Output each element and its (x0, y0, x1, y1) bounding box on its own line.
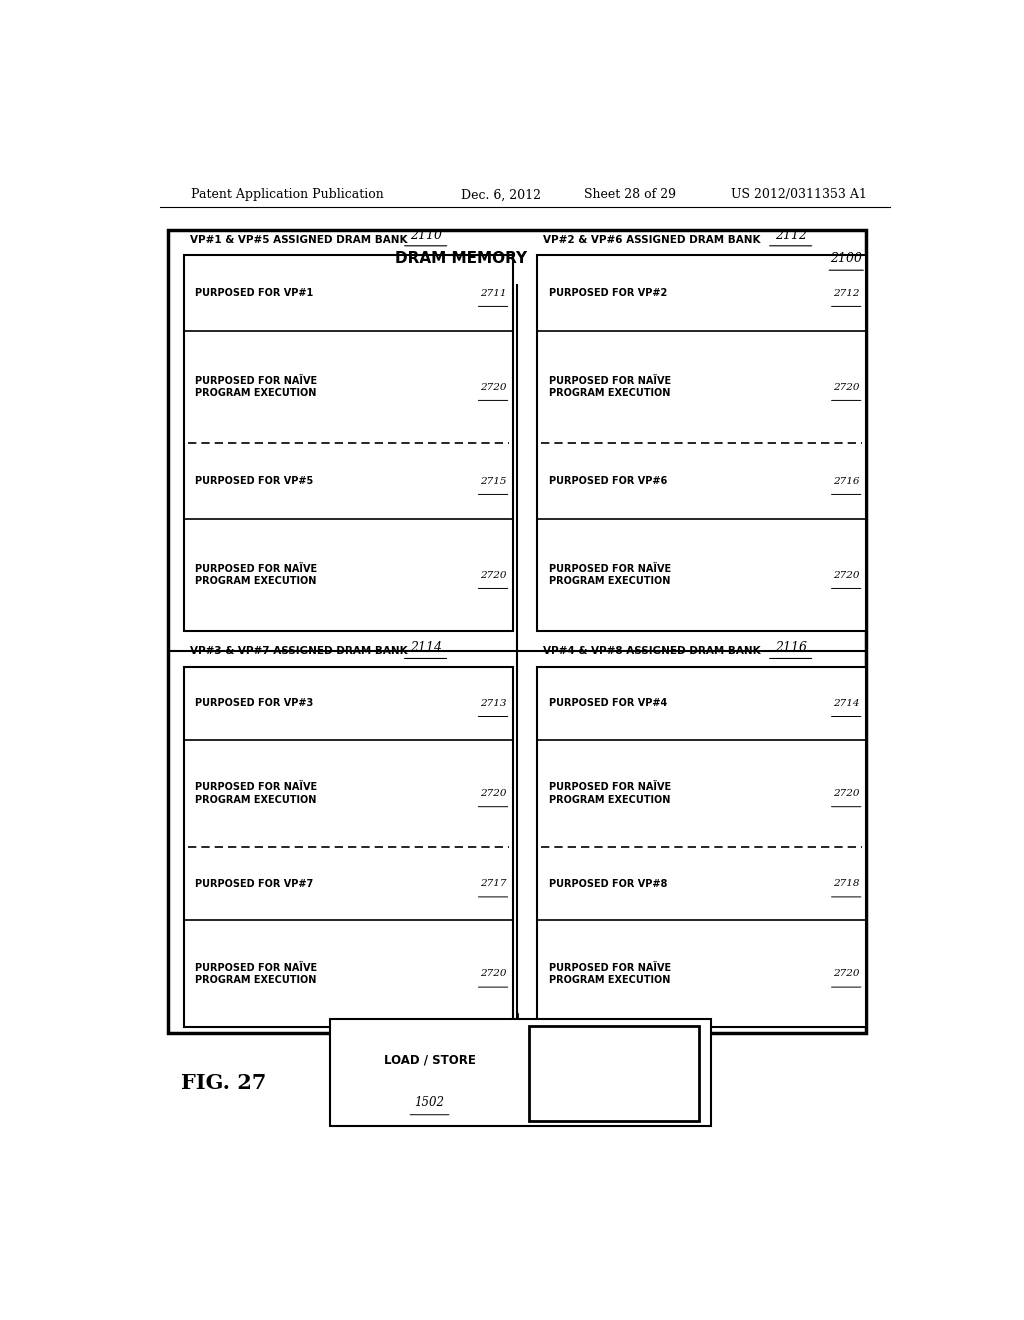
Text: NAÏVE PROGRAM
ADDRESS
TRANSLATOR: NAÏVE PROGRAM ADDRESS TRANSLATOR (564, 1041, 664, 1077)
Text: 2711: 2711 (480, 289, 506, 298)
Text: PURPOSED FOR NAÏVE
PROGRAM EXECUTION: PURPOSED FOR NAÏVE PROGRAM EXECUTION (549, 783, 671, 805)
FancyBboxPatch shape (537, 667, 866, 1027)
FancyBboxPatch shape (537, 255, 866, 631)
Text: PURPOSED FOR VP#8: PURPOSED FOR VP#8 (549, 879, 667, 888)
FancyBboxPatch shape (183, 667, 513, 1027)
Text: FIG. 27: FIG. 27 (180, 1073, 266, 1093)
Text: 2100: 2100 (830, 252, 862, 264)
Text: PURPOSED FOR VP#3: PURPOSED FOR VP#3 (196, 698, 313, 709)
Text: 2116: 2116 (774, 642, 807, 655)
Text: 2720: 2720 (833, 969, 859, 978)
Text: US 2012/0311353 A1: US 2012/0311353 A1 (731, 189, 867, 202)
Text: 2730: 2730 (600, 1100, 629, 1109)
Text: PURPOSED FOR VP#4: PURPOSED FOR VP#4 (549, 698, 667, 709)
Text: 2714: 2714 (833, 698, 859, 708)
FancyBboxPatch shape (528, 1027, 699, 1121)
Text: 2114: 2114 (410, 642, 441, 655)
Text: 2720: 2720 (833, 789, 859, 799)
Text: VP#4 & VP#8 ASSIGNED DRAM BANK: VP#4 & VP#8 ASSIGNED DRAM BANK (543, 647, 761, 656)
Text: PURPOSED FOR VP#1: PURPOSED FOR VP#1 (196, 288, 313, 298)
Text: 2713: 2713 (480, 698, 506, 708)
Text: PURPOSED FOR NAÏVE
PROGRAM EXECUTION: PURPOSED FOR NAÏVE PROGRAM EXECUTION (549, 376, 671, 399)
Text: 2720: 2720 (480, 969, 506, 978)
Text: 2716: 2716 (833, 477, 859, 486)
Text: Patent Application Publication: Patent Application Publication (191, 189, 384, 202)
Text: VP#1 & VP#5 ASSIGNED DRAM BANK: VP#1 & VP#5 ASSIGNED DRAM BANK (189, 235, 408, 244)
Text: VP#2 & VP#6 ASSIGNED DRAM BANK: VP#2 & VP#6 ASSIGNED DRAM BANK (543, 235, 761, 244)
FancyBboxPatch shape (331, 1019, 712, 1126)
Text: Sheet 28 of 29: Sheet 28 of 29 (585, 189, 676, 202)
Text: VP#3 & VP#7 ASSIGNED DRAM BANK: VP#3 & VP#7 ASSIGNED DRAM BANK (189, 647, 408, 656)
Text: 2720: 2720 (833, 570, 859, 579)
Text: 1502: 1502 (415, 1096, 444, 1109)
Text: 2110: 2110 (410, 228, 441, 242)
Text: DRAM MEMORY: DRAM MEMORY (395, 251, 527, 265)
Text: 2718: 2718 (833, 879, 859, 888)
Text: PURPOSED FOR NAÏVE
PROGRAM EXECUTION: PURPOSED FOR NAÏVE PROGRAM EXECUTION (196, 564, 317, 586)
Text: PURPOSED FOR VP#7: PURPOSED FOR VP#7 (196, 879, 313, 888)
FancyBboxPatch shape (183, 255, 513, 631)
Text: 2717: 2717 (480, 879, 506, 888)
Text: 2712: 2712 (833, 289, 859, 298)
Text: 2112: 2112 (774, 228, 807, 242)
Text: LOAD / STORE: LOAD / STORE (384, 1053, 475, 1067)
Text: PURPOSED FOR VP#5: PURPOSED FOR VP#5 (196, 477, 313, 486)
FancyBboxPatch shape (168, 230, 866, 1032)
Text: PURPOSED FOR VP#6: PURPOSED FOR VP#6 (549, 477, 667, 486)
Text: 2720: 2720 (480, 789, 506, 799)
Text: 2715: 2715 (480, 477, 506, 486)
Text: 2720: 2720 (480, 383, 506, 392)
Text: PURPOSED FOR NAÏVE
PROGRAM EXECUTION: PURPOSED FOR NAÏVE PROGRAM EXECUTION (549, 962, 671, 985)
Text: PURPOSED FOR NAÏVE
PROGRAM EXECUTION: PURPOSED FOR NAÏVE PROGRAM EXECUTION (196, 376, 317, 399)
Text: PURPOSED FOR NAÏVE
PROGRAM EXECUTION: PURPOSED FOR NAÏVE PROGRAM EXECUTION (196, 783, 317, 805)
Text: 2720: 2720 (833, 383, 859, 392)
Text: PURPOSED FOR NAÏVE
PROGRAM EXECUTION: PURPOSED FOR NAÏVE PROGRAM EXECUTION (549, 564, 671, 586)
Text: 2720: 2720 (480, 570, 506, 579)
Text: PURPOSED FOR NAÏVE
PROGRAM EXECUTION: PURPOSED FOR NAÏVE PROGRAM EXECUTION (196, 962, 317, 985)
Text: PURPOSED FOR VP#2: PURPOSED FOR VP#2 (549, 288, 667, 298)
Text: Dec. 6, 2012: Dec. 6, 2012 (461, 189, 542, 202)
